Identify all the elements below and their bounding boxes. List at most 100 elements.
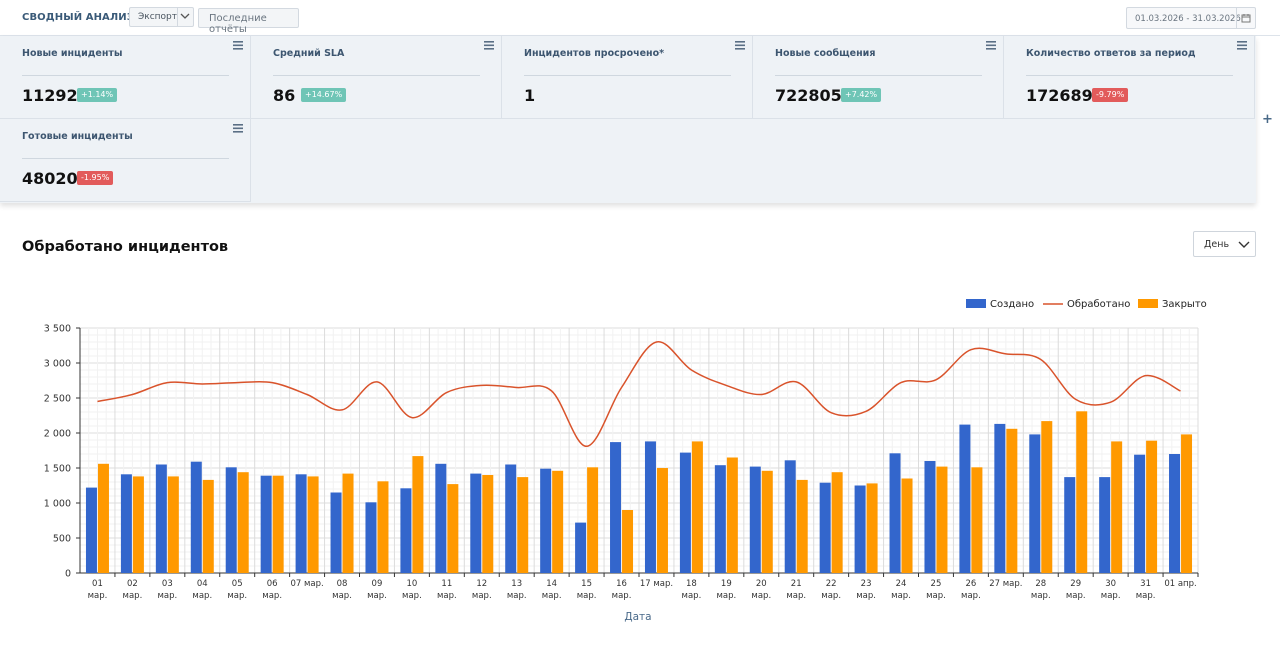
bar-closed[interactable] — [1181, 434, 1193, 573]
x-tick-label: 18 мар. — [682, 579, 702, 601]
y-tick-label: 2 500 — [44, 394, 71, 405]
widget-card[interactable]: Инцидентов просрочено* 1 — [502, 36, 753, 119]
bar-closed[interactable] — [796, 479, 808, 573]
chevron-down-icon — [180, 13, 190, 19]
bar-closed[interactable] — [377, 481, 389, 573]
bar-created[interactable] — [749, 466, 761, 573]
bar-created[interactable] — [505, 464, 517, 574]
widget-value: 1 — [524, 86, 536, 105]
widget-card[interactable]: Готовые инциденты 48020 -1.95% — [0, 119, 251, 202]
bar-created[interactable] — [924, 461, 936, 573]
bar-closed[interactable] — [831, 472, 843, 573]
bar-closed[interactable] — [272, 475, 284, 573]
bar-created[interactable] — [854, 485, 866, 574]
bar-closed[interactable] — [132, 476, 144, 573]
bar-created[interactable] — [260, 475, 272, 573]
x-tick-label: 25 мар. — [926, 579, 946, 601]
x-tick-label: 31 мар. — [1136, 579, 1156, 601]
bar-created[interactable] — [365, 502, 377, 573]
bar-created[interactable] — [85, 487, 97, 573]
bar-closed[interactable] — [482, 475, 494, 573]
line-processed[interactable] — [97, 341, 1181, 448]
legend-label-closed[interactable]: Закрыто — [1162, 299, 1207, 310]
bar-closed[interactable] — [587, 467, 599, 573]
bar-created[interactable] — [1064, 477, 1076, 573]
hamburger-menu-icon[interactable] — [233, 124, 243, 133]
bar-created[interactable] — [400, 488, 412, 573]
legend-swatch-closed — [1138, 299, 1158, 308]
hamburger-menu-icon[interactable] — [484, 41, 494, 50]
bar-created[interactable] — [540, 468, 552, 573]
export-dropdown[interactable]: Экспорт — [129, 7, 194, 27]
bar-closed[interactable] — [342, 473, 354, 573]
recent-reports-button[interactable]: Последние отчёты — [198, 8, 299, 35]
hamburger-menu-icon[interactable] — [1237, 41, 1247, 50]
bar-closed[interactable] — [237, 472, 249, 573]
bar-created[interactable] — [575, 522, 587, 573]
bar-created[interactable] — [644, 441, 656, 573]
bar-created[interactable] — [470, 473, 482, 573]
date-range-picker[interactable]: 01.03.2026 - 31.03.2026 — [1126, 7, 1256, 29]
x-tick-label: 11 мар. — [437, 579, 457, 601]
widget-card[interactable]: Количество ответов за период 172689 -9.7… — [1004, 36, 1255, 119]
legend-label-created[interactable]: Создано — [990, 299, 1034, 310]
bar-closed[interactable] — [901, 478, 913, 574]
bar-created[interactable] — [959, 424, 971, 573]
bar-created[interactable] — [1099, 477, 1111, 573]
widget-value: 172689 — [1026, 86, 1093, 105]
widget-card[interactable]: Новые сообщения 722805 +7.42% — [753, 36, 1004, 119]
bar-closed[interactable] — [202, 479, 214, 573]
bar-created[interactable] — [120, 474, 132, 573]
bar-closed[interactable] — [936, 466, 948, 573]
bar-created[interactable] — [330, 492, 342, 574]
bar-created[interactable] — [1169, 454, 1181, 573]
period-select[interactable]: День — [1193, 231, 1256, 257]
bar-created[interactable] — [889, 453, 901, 573]
x-axis-labels: 01 мар. 02 мар. 03 мар. 04 мар. 05 мар. 06 мар. 07 м… — [88, 579, 1197, 601]
widget-card[interactable]: Новые инциденты 11292 +1.14% — [0, 36, 251, 119]
bar-created[interactable] — [295, 474, 307, 573]
bar-closed[interactable] — [1006, 428, 1018, 573]
y-tick-label: 500 — [53, 534, 71, 545]
bar-created[interactable] — [610, 442, 622, 573]
hamburger-menu-icon[interactable] — [986, 41, 996, 50]
bar-created[interactable] — [784, 460, 796, 573]
bar-closed[interactable] — [622, 510, 634, 573]
bar-closed[interactable] — [97, 463, 109, 573]
bar-closed[interactable] — [1076, 411, 1088, 573]
bar-created[interactable] — [714, 465, 726, 573]
bar-closed[interactable] — [517, 477, 529, 573]
bar-created[interactable] — [190, 461, 202, 573]
hamburger-menu-icon[interactable] — [735, 41, 745, 50]
bar-closed[interactable] — [1146, 440, 1158, 573]
bar-closed[interactable] — [761, 470, 773, 573]
bar-closed[interactable] — [447, 484, 459, 573]
widget-card[interactable]: Средний SLA 86 +14.67% — [251, 36, 502, 119]
x-tick-label: 09 мар. — [367, 579, 387, 601]
bar-closed[interactable] — [412, 456, 424, 573]
bar-created[interactable] — [1134, 454, 1146, 573]
bar-created[interactable] — [679, 452, 691, 573]
x-tick-label: 20 мар. — [751, 579, 771, 601]
bar-created[interactable] — [225, 467, 237, 573]
plus-icon[interactable]: + — [1262, 112, 1273, 127]
bar-closed[interactable] — [552, 470, 564, 573]
hamburger-menu-icon[interactable] — [233, 41, 243, 50]
legend-label-processed[interactable]: Обработано — [1067, 299, 1130, 310]
bar-closed[interactable] — [1111, 441, 1123, 573]
y-tick-label: 3 000 — [44, 359, 71, 370]
bar-created[interactable] — [819, 482, 831, 573]
bar-closed[interactable] — [307, 476, 319, 573]
x-tick-label: 19 мар. — [716, 579, 736, 601]
bar-created[interactable] — [994, 423, 1006, 573]
bar-closed[interactable] — [866, 483, 878, 573]
bar-closed[interactable] — [167, 476, 179, 573]
bar-created[interactable] — [155, 464, 167, 574]
bar-closed[interactable] — [656, 468, 668, 573]
bar-closed[interactable] — [971, 467, 983, 573]
bar-closed[interactable] — [726, 457, 738, 574]
bar-closed[interactable] — [1041, 421, 1053, 573]
bar-created[interactable] — [435, 463, 447, 573]
bar-closed[interactable] — [691, 441, 703, 573]
bar-created[interactable] — [1029, 434, 1041, 573]
